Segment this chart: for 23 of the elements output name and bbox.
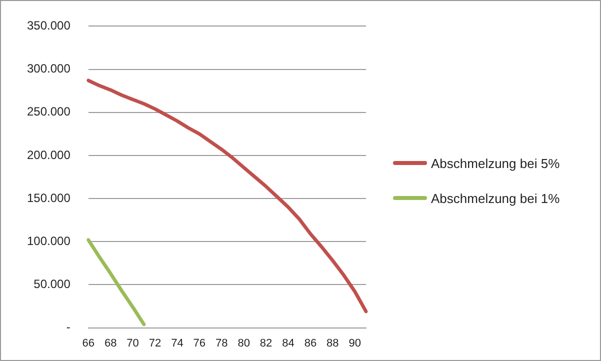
y-tick-label: 50.000 (34, 277, 71, 292)
x-tick-label: 70 (126, 337, 139, 350)
x-tick-label: 80 (238, 337, 250, 350)
x-tick-label: 72 (148, 337, 162, 350)
legend-label: Abschmelzung bei 5% (431, 156, 560, 170)
x-tick-label: 68 (104, 337, 117, 350)
y-tick-label: 100.000 (26, 234, 71, 248)
x-tick-label: 88 (326, 337, 339, 350)
y-tick-label: - (66, 320, 70, 334)
x-tick-label: 66 (82, 337, 94, 350)
x-tick-label: 78 (216, 337, 228, 350)
x-tick-label: 76 (193, 337, 206, 350)
y-tick-label: 350.000 (26, 18, 71, 33)
y-tick-label: 150.000 (26, 190, 71, 205)
y-tick-label: 200.000 (26, 148, 71, 162)
y-tick-label: 300.000 (26, 62, 71, 76)
x-tick-label: 90 (348, 337, 362, 350)
y-tick-label: 250.000 (26, 104, 71, 119)
x-tick-label: 82 (260, 337, 272, 350)
x-tick-label: 86 (304, 337, 317, 350)
legend-label: Abschmelzung bei 1% (431, 190, 560, 206)
x-tick-label: 74 (171, 337, 184, 350)
x-tick-label: 84 (282, 337, 294, 350)
